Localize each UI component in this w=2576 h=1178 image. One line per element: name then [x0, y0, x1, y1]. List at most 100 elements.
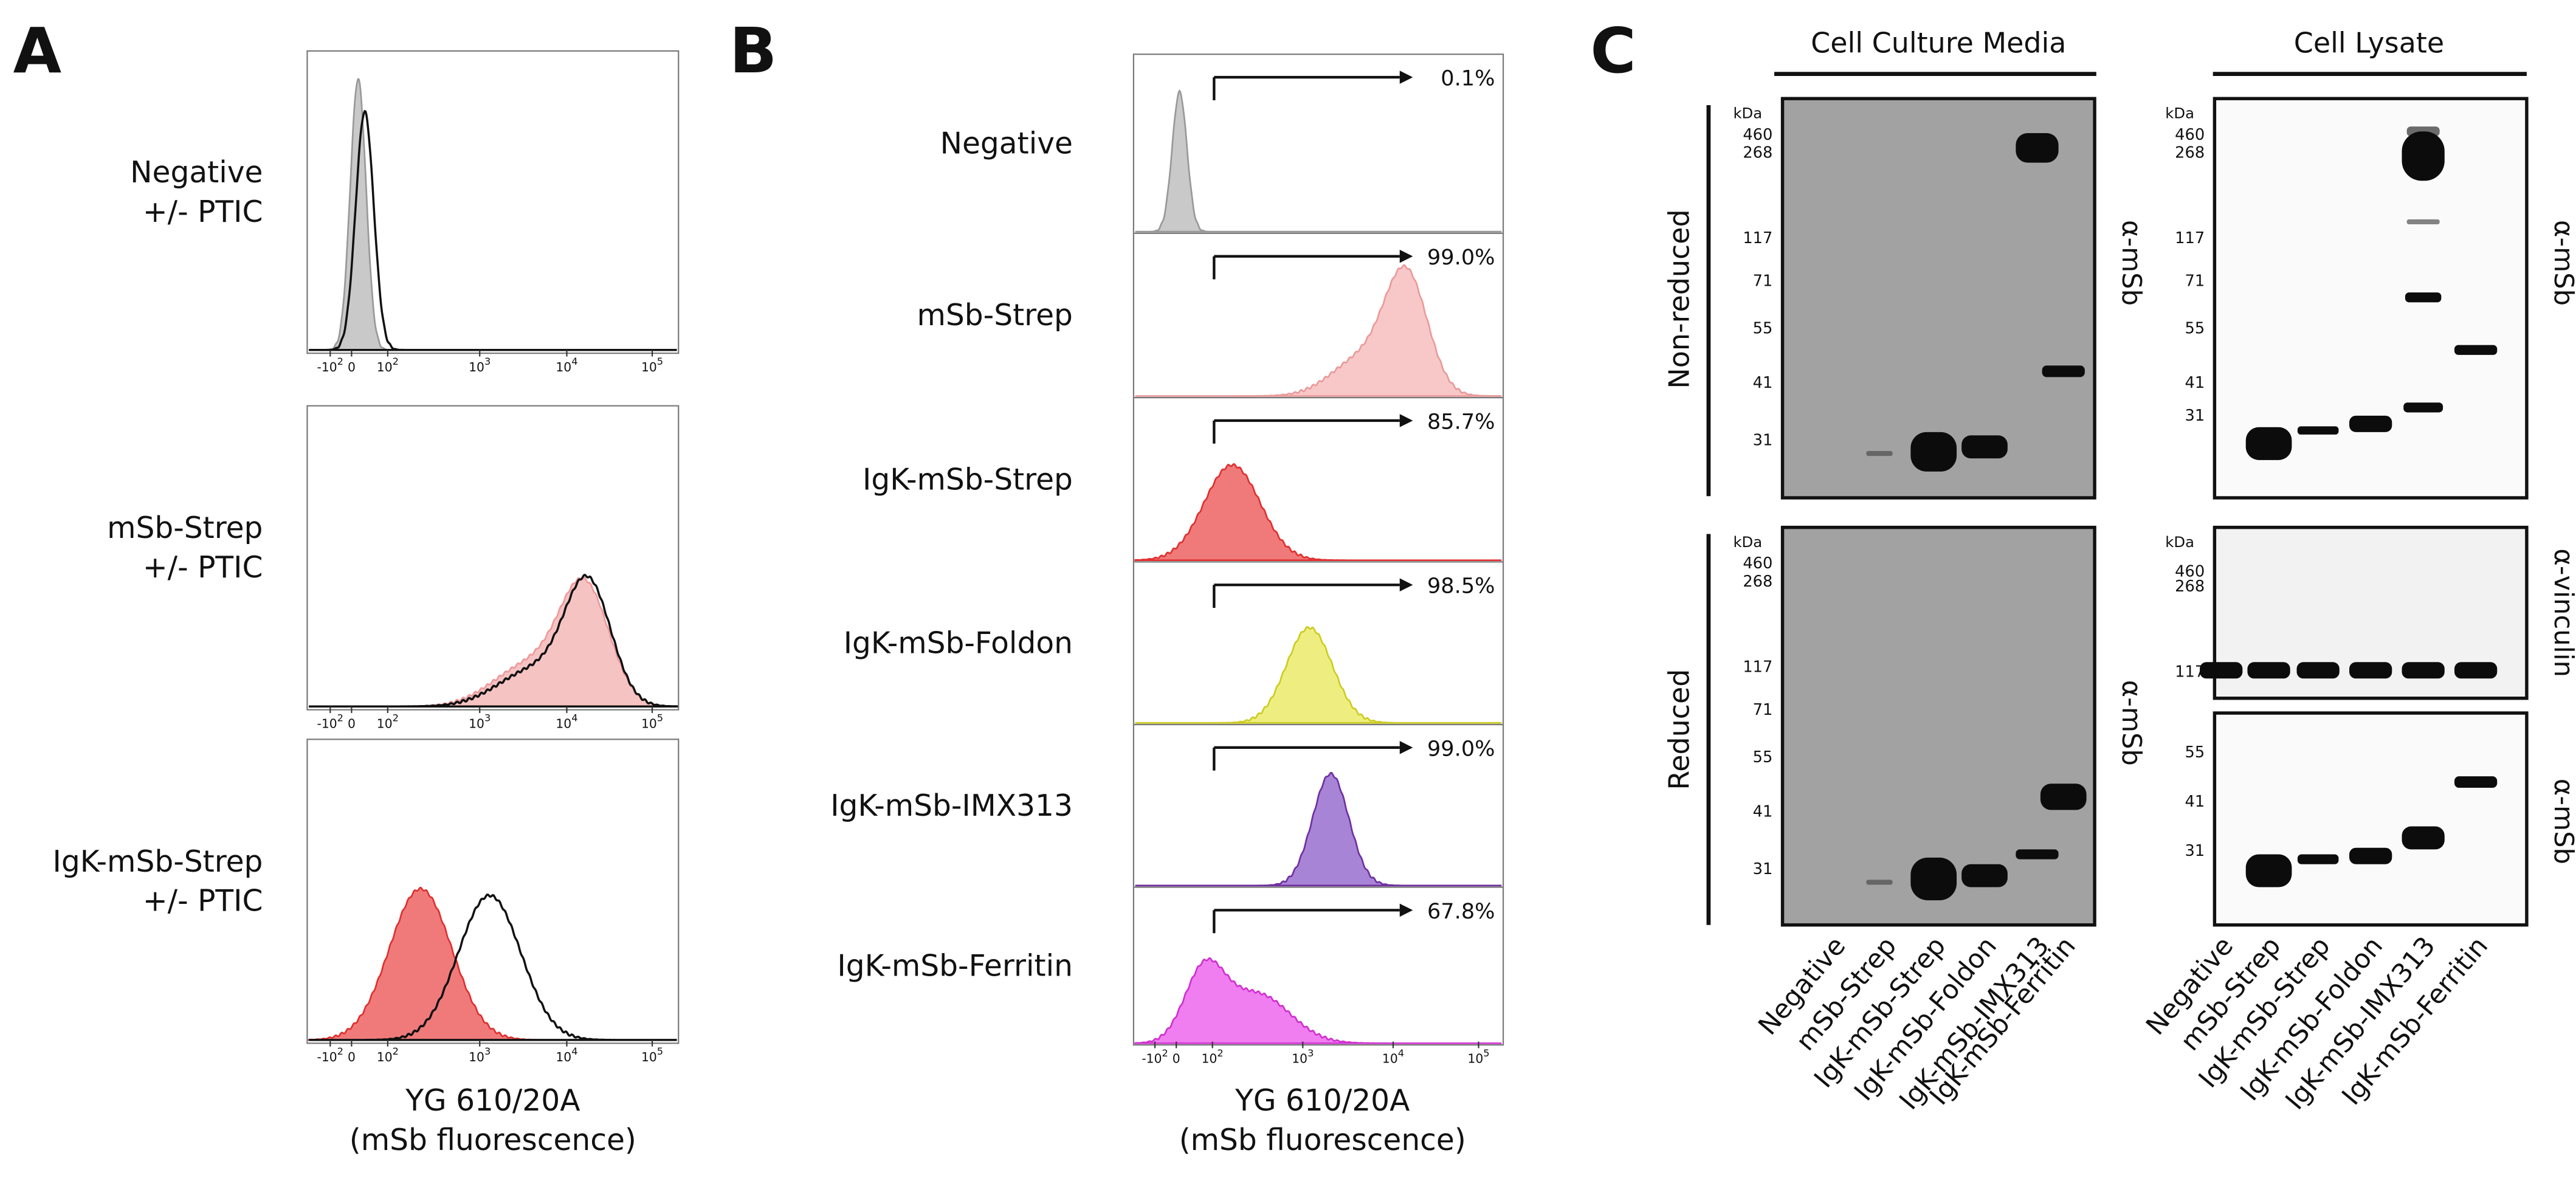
tick-base: 0: [348, 716, 356, 731]
marker-unit: kDa: [2165, 533, 2194, 551]
sample-name: mSb-Strep: [107, 511, 263, 545]
plot-frame: [306, 739, 680, 1044]
sample-condition: +/- PTIC: [143, 551, 263, 585]
row-label: Non-reduced: [1662, 209, 1695, 388]
gate-percent: 67.8%: [1427, 899, 1495, 924]
column-header: Cell Culture Media: [1811, 27, 2066, 60]
antibody-label: α-mSb: [2116, 680, 2146, 766]
tick-base: -10: [1142, 1052, 1162, 1066]
tick-base: 10: [556, 360, 571, 374]
tick-label: -102: [317, 1045, 343, 1064]
band: [2247, 662, 2290, 679]
band: [2405, 292, 2442, 303]
tick-base: 10: [469, 1050, 484, 1064]
band: [1866, 880, 1893, 885]
band: [1961, 435, 2008, 459]
tick-base: 10: [556, 1050, 571, 1064]
sample-condition: +/- PTIC: [143, 884, 263, 918]
marker-label: 117: [1743, 658, 1772, 676]
tick-base: -10: [317, 360, 337, 374]
blot: [2213, 711, 2529, 927]
tick-exponent: 2: [393, 1045, 399, 1057]
panel-label: A: [13, 15, 61, 88]
histogram: [309, 894, 677, 1041]
marker-label: 117: [1743, 229, 1772, 247]
tick-base: 10: [641, 1050, 657, 1064]
marker-label: 31: [2185, 407, 2205, 425]
histogram: [309, 573, 678, 708]
tick-exponent: 4: [571, 712, 577, 724]
tick-label: -102: [317, 712, 343, 731]
band: [2245, 854, 2292, 887]
tick-label: 103: [469, 1045, 491, 1064]
lane-label: IgK-mSb-Ferritin: [1924, 931, 2082, 1111]
band: [2402, 826, 2445, 850]
tick-base: 10: [469, 716, 484, 731]
tick-base: -10: [317, 716, 337, 731]
marker-label: 41: [1753, 802, 1773, 821]
marker-label: 460: [2175, 563, 2205, 581]
tick-base: 10: [469, 360, 484, 374]
antibody-label: α-mSb: [2548, 220, 2576, 306]
marker-label: 268: [2175, 577, 2205, 596]
tick-label: 104: [556, 1045, 577, 1064]
tick-label: 105: [641, 712, 663, 731]
histogram: [1135, 89, 1502, 233]
tick-label: 103: [469, 356, 491, 374]
band: [2297, 854, 2339, 864]
marker-label: 31: [2185, 842, 2205, 860]
panel-label: B: [729, 15, 777, 88]
band: [2454, 345, 2498, 355]
marker-label: 41: [2185, 793, 2205, 811]
axis-title: YG 610/20A: [1235, 1084, 1410, 1118]
tick-label: 0: [1173, 1052, 1180, 1066]
antibody-label: α-vinculin: [2548, 548, 2576, 677]
gate-arrowhead: [1399, 578, 1413, 592]
band: [2016, 133, 2059, 163]
band: [2245, 427, 2292, 460]
band: [1866, 450, 1893, 456]
band: [2296, 662, 2340, 679]
tick-exponent: 3: [1307, 1047, 1314, 1059]
tick-label: 105: [641, 356, 663, 374]
tick-exponent: 2: [1217, 1047, 1223, 1059]
tick-base: 10: [556, 716, 571, 731]
tick-base: 10: [377, 1050, 393, 1064]
sample-name: IgK-mSb-IMX313: [830, 789, 1073, 823]
axis-subtitle: (mSb fluorescence): [350, 1123, 636, 1157]
marker-unit: kDa: [1733, 533, 1762, 551]
gate-arrowhead: [1399, 249, 1413, 263]
gate-percent: 99.0%: [1427, 736, 1495, 761]
tick-label: 104: [1382, 1047, 1404, 1066]
tick-base: 10: [641, 716, 657, 731]
tick-exponent: 5: [1483, 1047, 1489, 1059]
band: [2406, 126, 2440, 137]
tick-exponent: 3: [484, 712, 491, 724]
marker-label: 117: [2175, 229, 2205, 247]
histogram: [1135, 771, 1502, 887]
band: [2040, 784, 2087, 810]
marker-unit: kDa: [1733, 105, 1762, 122]
tick-label: 105: [641, 1045, 663, 1064]
histogram: [309, 109, 677, 351]
band: [2402, 131, 2445, 181]
axis-title: YG 610/20A: [405, 1084, 580, 1118]
band: [2406, 219, 2440, 224]
axis-subtitle: (mSb fluorescence): [1179, 1123, 1466, 1157]
sample-name: mSb-Strep: [917, 298, 1073, 332]
tick-exponent: 2: [1162, 1047, 1168, 1059]
tick-exponent: 2: [337, 712, 343, 724]
tick-base: 10: [641, 360, 657, 374]
histogram: [1135, 264, 1502, 397]
marker-label: 460: [1743, 126, 1772, 144]
band: [2016, 849, 2059, 859]
histogram: [1135, 626, 1502, 724]
gate-arrowhead: [1399, 741, 1413, 754]
gate-percent: 85.7%: [1427, 409, 1495, 434]
tick-base: 0: [1173, 1052, 1180, 1066]
panel-label: C: [1590, 15, 1636, 88]
marker-label: 460: [2175, 126, 2205, 144]
sample-name: Negative: [940, 127, 1073, 161]
tick-exponent: 5: [657, 1045, 663, 1057]
column-header: Cell Lysate: [2294, 27, 2444, 60]
